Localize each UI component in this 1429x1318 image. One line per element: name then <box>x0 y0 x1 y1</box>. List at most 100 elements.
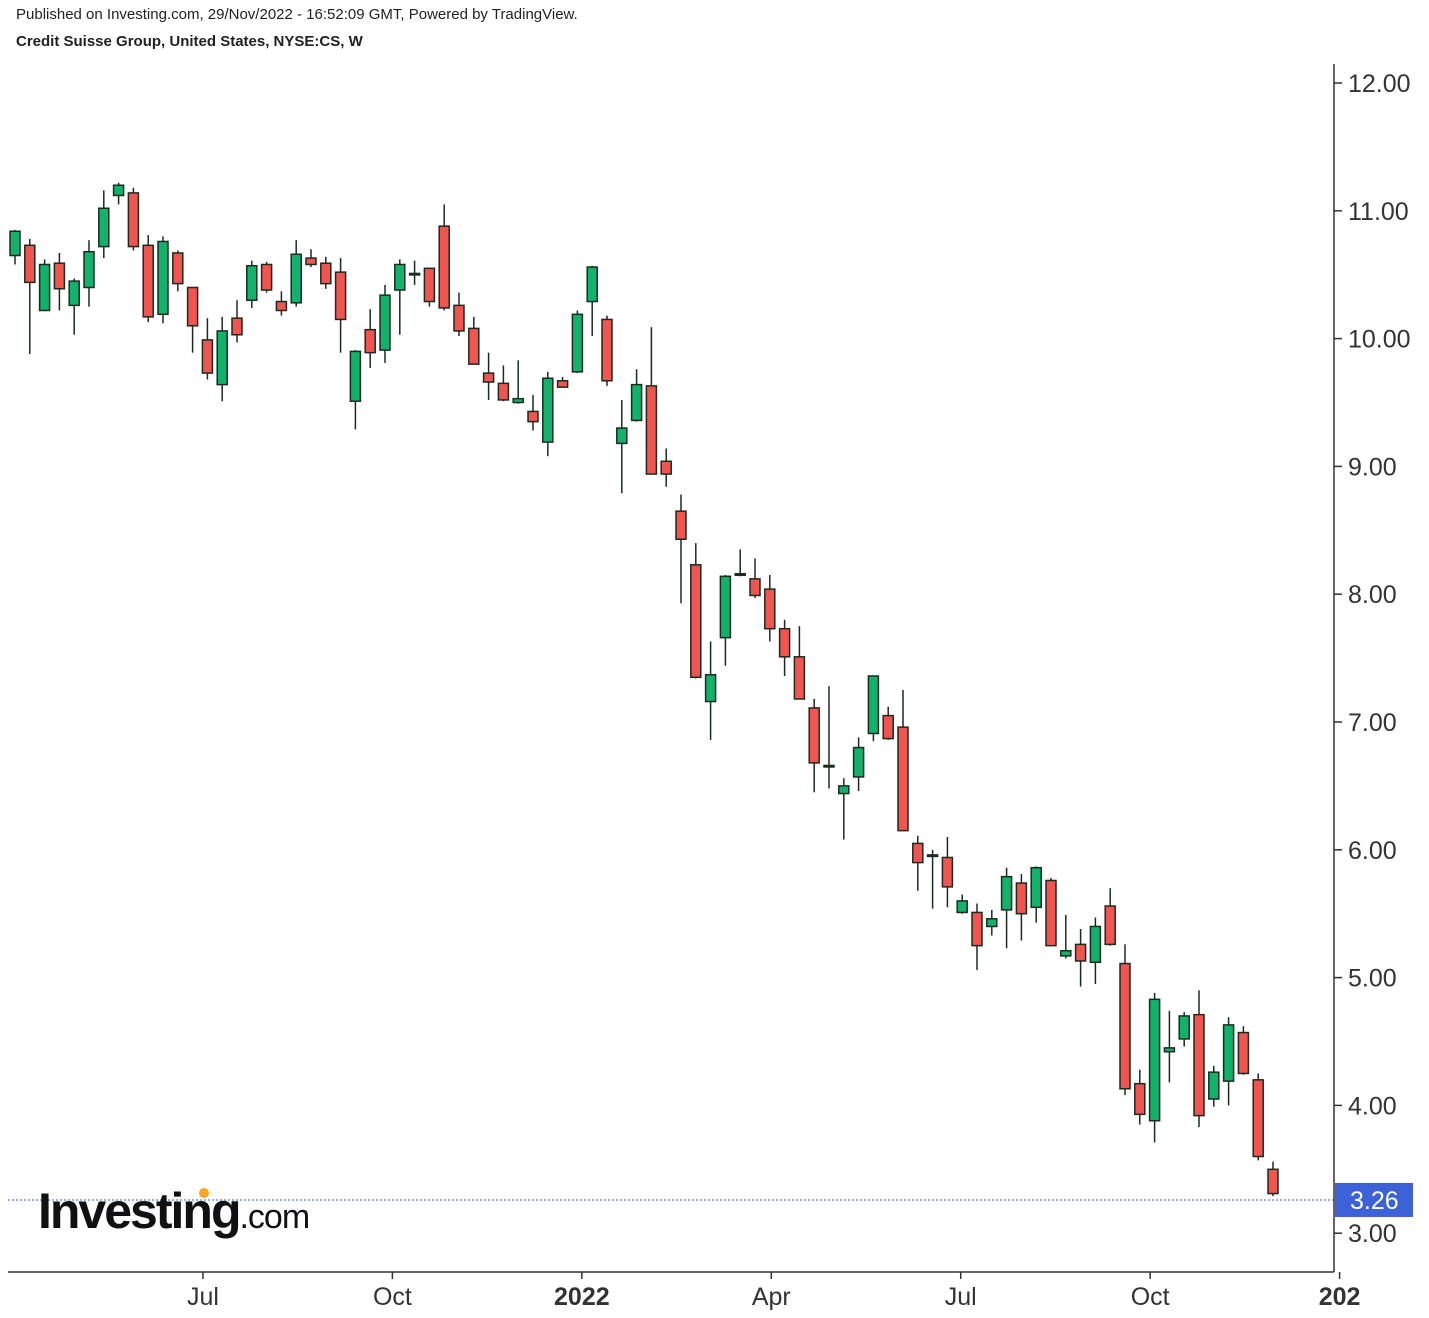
candle-body-down <box>926 854 939 858</box>
candle <box>719 575 732 666</box>
candle-body-up <box>98 207 110 248</box>
y-tick-label: 11.00 <box>1348 198 1409 226</box>
candle <box>1222 1017 1235 1106</box>
candle <box>1045 877 1057 947</box>
candle-body-down <box>734 573 746 577</box>
candle <box>1178 1012 1190 1047</box>
candle-body-down <box>186 286 199 327</box>
candle <box>423 267 436 307</box>
y-tick-label: 4.00 <box>1348 1092 1397 1120</box>
candle <box>645 327 658 475</box>
candle-body-down <box>912 842 924 864</box>
price-tag-bg <box>1335 1182 1413 1217</box>
candle-body-down <box>364 328 376 354</box>
candle-body-up <box>616 427 628 445</box>
candle-body-down <box>793 656 806 700</box>
candle-body-down <box>1193 1013 1205 1117</box>
logo-suffix: .com <box>239 1198 310 1236</box>
x-tick-label: Jul <box>945 1283 977 1311</box>
candle-body-down <box>897 726 909 832</box>
candle <box>246 260 258 308</box>
candle <box>512 360 524 404</box>
candle <box>852 737 865 792</box>
candle <box>1030 866 1042 923</box>
candle-body-up <box>112 184 125 197</box>
candle-body-down <box>231 317 243 336</box>
candle <box>971 903 983 970</box>
candle-body-up <box>1148 998 1161 1122</box>
candle <box>290 240 302 307</box>
candle <box>68 278 80 335</box>
investing-logo: Investing.com <box>38 1182 310 1240</box>
candle <box>897 690 909 832</box>
candle-body-up <box>1222 1024 1235 1082</box>
candle <box>734 549 746 577</box>
candle-body-up <box>586 266 598 303</box>
candle <box>1134 1069 1146 1125</box>
candle-body-up <box>1089 925 1102 964</box>
candle <box>808 698 820 793</box>
candle <box>749 558 761 599</box>
candle-body-down <box>320 262 332 285</box>
logo-dot-icon <box>199 1188 209 1198</box>
candle-body-up <box>1163 1047 1176 1053</box>
candle <box>1104 888 1116 946</box>
last-price-tag: 3.26 <box>1335 1182 1413 1217</box>
candle <box>394 259 406 335</box>
x-tick-label: Jul <box>187 1283 219 1311</box>
candle-body-down <box>334 271 347 321</box>
candle-body-down <box>778 627 791 658</box>
y-tick-label: 3.00 <box>1348 1220 1397 1248</box>
candle <box>823 686 835 789</box>
candle <box>320 256 332 289</box>
candle <box>334 258 347 353</box>
candle-body-up <box>246 265 258 302</box>
candle <box>1119 944 1131 1096</box>
candle-body-up <box>1030 866 1042 909</box>
candle-body-down <box>764 588 776 630</box>
candle-body-up <box>290 253 302 304</box>
candle <box>1237 1026 1250 1075</box>
y-tick-label: 5.00 <box>1348 965 1397 993</box>
candle-body-down <box>172 252 184 285</box>
x-tick-label: 2022 <box>554 1283 610 1311</box>
candle-body-up <box>1208 1071 1220 1100</box>
candle-body-down <box>1104 905 1116 946</box>
candles-layer <box>9 182 1279 1197</box>
candle <box>941 837 954 908</box>
x-tick-label: 202 <box>1319 1283 1361 1311</box>
candle <box>1089 917 1102 984</box>
candle <box>112 182 125 205</box>
candle-body-down <box>24 244 36 284</box>
candle <box>838 778 850 840</box>
candle-body-down <box>305 257 317 266</box>
candle-body-down <box>645 385 658 475</box>
candle <box>53 252 66 311</box>
candle-body-down <box>601 318 613 382</box>
candle-body-up <box>630 383 643 422</box>
candle-body-down <box>690 564 702 679</box>
candle-body-down <box>453 304 465 332</box>
candle <box>468 316 480 365</box>
candle <box>9 229 21 265</box>
candle <box>542 371 554 457</box>
candle <box>1015 874 1028 941</box>
candle <box>201 318 214 380</box>
candle <box>1074 929 1087 987</box>
candle-body-down <box>1045 879 1057 947</box>
candle <box>305 249 317 268</box>
y-tick-label: 7.00 <box>1348 709 1397 737</box>
candle <box>24 238 36 354</box>
candle <box>98 190 110 259</box>
candle-body-down <box>941 856 954 888</box>
candle <box>527 394 539 431</box>
candle <box>260 261 273 293</box>
candle-body-down <box>201 339 214 374</box>
x-tick-label: Oct <box>1131 1283 1170 1311</box>
candle-body-down <box>527 410 539 423</box>
candle <box>867 675 880 742</box>
candle <box>571 310 584 374</box>
candle <box>556 376 569 388</box>
candle <box>1060 914 1072 959</box>
candle-body-up <box>838 785 850 795</box>
